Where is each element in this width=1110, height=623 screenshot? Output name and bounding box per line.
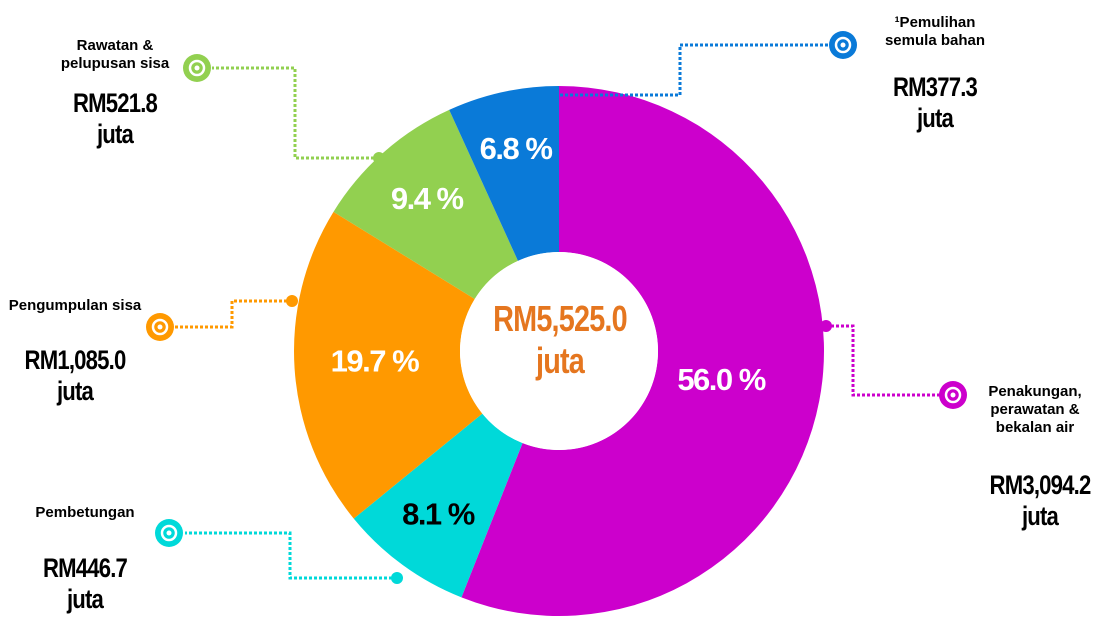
leader-dot — [391, 572, 403, 584]
percent-label: 56.0 % — [677, 362, 765, 397]
icon-ring — [834, 36, 852, 54]
icon-dot — [194, 65, 200, 71]
icon-ring — [160, 524, 178, 542]
icon-dot — [157, 324, 163, 330]
percent-label: 19.7 % — [331, 343, 419, 378]
icon-ring — [151, 318, 169, 336]
category-label: Pembetungan — [35, 504, 135, 521]
leader-dot — [373, 152, 385, 164]
amount-label: RM446.7 juta — [42, 553, 128, 614]
amount-label: RM521.8 juta — [72, 88, 158, 149]
leader-line — [826, 324, 940, 397]
icon-ring — [944, 386, 962, 404]
category-label: Penakungan, perawatan & bekalan air — [988, 383, 1082, 436]
slice — [353, 413, 523, 598]
category-label: Rawatan & pelupusan sisa — [60, 37, 170, 72]
category-label: Pengumpulan sisa — [8, 297, 142, 314]
leader-dot — [820, 320, 832, 332]
icon-dot — [950, 392, 956, 398]
leader-line — [185, 531, 397, 580]
slice — [461, 86, 824, 616]
icon-ring — [188, 59, 206, 77]
icon-dot — [166, 530, 172, 536]
amount-label: RM3,094.2 juta — [989, 470, 1092, 531]
center-label: RM5,525.0 juta — [493, 298, 627, 381]
percent-label: 8.1 % — [402, 497, 475, 532]
category-label: ¹Pemulihan semula bahan — [884, 14, 986, 49]
amount-label: RM377.3 juta — [892, 72, 978, 133]
donut-hole — [460, 252, 658, 450]
leader-line — [175, 299, 292, 329]
icon-dot — [840, 42, 846, 48]
amount-label: RM1,085.0 juta — [24, 345, 127, 406]
percent-label: 6.8 % — [480, 131, 553, 166]
leader-line — [525, 43, 830, 97]
slice — [449, 86, 559, 261]
slice — [294, 211, 483, 519]
percent-label: 9.4 % — [391, 181, 464, 216]
leader-line — [212, 66, 379, 160]
leader-dot — [286, 295, 298, 307]
leader-dot — [519, 89, 531, 101]
